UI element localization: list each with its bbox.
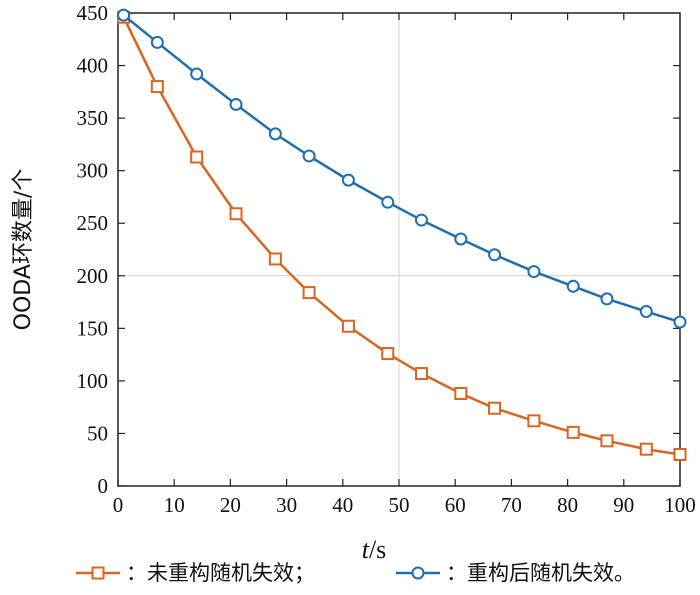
data-point — [150, 35, 164, 49]
data-point — [117, 8, 131, 22]
data-point — [527, 414, 541, 428]
data-point — [454, 232, 468, 246]
legend-marker — [411, 566, 425, 580]
data-point — [488, 401, 502, 415]
x-axis-unit: /s — [369, 535, 386, 564]
x-tick-label: 100 — [664, 493, 696, 517]
legend-item-unreconstructed: ：未重构随机失效； — [76, 561, 315, 585]
data-point — [600, 434, 614, 448]
data-point — [454, 387, 468, 401]
legend-marker — [91, 566, 105, 580]
data-point — [268, 252, 282, 266]
data-point — [566, 425, 580, 439]
legend-label: ：未重构随机失效； — [126, 561, 315, 585]
legend-item-reconstructed: ：重构后随机失效。 — [396, 561, 635, 585]
series-line — [122, 14, 681, 324]
y-tick-label: 50 — [87, 421, 108, 445]
data-point — [190, 150, 204, 164]
data-point — [673, 315, 687, 329]
y-axis-title: OODA环数量/个 — [11, 169, 36, 331]
y-tick-label: 200 — [77, 264, 109, 288]
x-axis-variable: t — [362, 535, 370, 564]
x-tick-label: 40 — [332, 493, 353, 517]
legend-symbol-circle — [396, 566, 440, 580]
data-point — [639, 305, 653, 319]
data-point — [566, 279, 580, 293]
data-point — [341, 173, 355, 187]
data-point — [414, 213, 428, 227]
legend: ：未重构随机失效； ：重构后随机失效。 — [76, 561, 635, 585]
x-tick-label: 90 — [613, 493, 634, 517]
data-point — [381, 347, 395, 361]
y-tick-label: 450 — [77, 1, 109, 25]
data-point — [302, 286, 316, 300]
x-tick-label: 50 — [389, 493, 410, 517]
legend-symbol-square — [76, 566, 120, 580]
y-tick-label: 0 — [98, 474, 109, 498]
series-reconstructed — [117, 8, 687, 329]
data-point — [190, 67, 204, 81]
y-tick-label: 250 — [77, 211, 109, 235]
x-tick-label: 10 — [164, 493, 185, 517]
x-tick-label: 20 — [220, 493, 241, 517]
x-tick-label: 30 — [276, 493, 297, 517]
y-tick-label: 100 — [77, 369, 109, 393]
x-tick-label: 80 — [557, 493, 578, 517]
data-point — [302, 149, 316, 163]
data-point — [488, 248, 502, 262]
data-point — [381, 195, 395, 209]
legend-label: ：重构后随机失效。 — [446, 561, 635, 585]
axis-ticks: 0 10 20 30 40 50 60 70 80 90 100 0 50 100 150 200 250 300… — [77, 1, 696, 517]
x-tick-label: 60 — [445, 493, 466, 517]
data-point — [268, 127, 282, 141]
series-line — [122, 16, 681, 456]
grid — [118, 12, 681, 486]
data-point — [229, 207, 243, 221]
y-tick-label: 150 — [77, 316, 109, 340]
x-tick-label: 70 — [501, 493, 522, 517]
data-point — [341, 319, 355, 333]
data-point — [150, 80, 164, 94]
y-tick-label: 400 — [77, 54, 109, 78]
y-tick-label: 350 — [77, 106, 109, 130]
series-layer — [117, 8, 687, 461]
data-point — [527, 265, 541, 279]
x-axis-title: t/s — [362, 535, 387, 564]
data-point — [229, 97, 243, 111]
data-point — [673, 447, 687, 461]
x-tick-label: 0 — [113, 493, 124, 517]
data-point — [639, 442, 653, 456]
y-tick-label: 300 — [77, 159, 109, 183]
data-point — [600, 292, 614, 306]
data-point — [414, 367, 428, 381]
